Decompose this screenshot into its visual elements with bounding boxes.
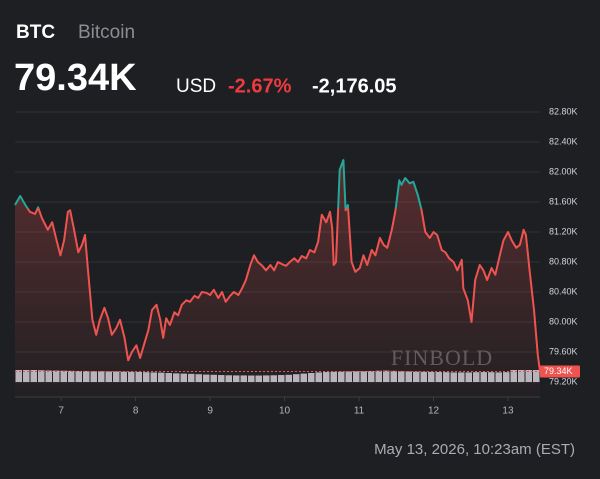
last-price-label: 79.34K bbox=[544, 366, 573, 376]
y-tick-label: 82.40K bbox=[549, 136, 578, 146]
asset-name: Bitcoin bbox=[78, 22, 135, 43]
last-price-tag bbox=[540, 365, 580, 378]
y-tick-label: 80.40K bbox=[549, 286, 578, 296]
y-tick-label: 81.60K bbox=[549, 196, 578, 206]
price-line bbox=[14, 159, 541, 372]
y-tick-label: 82.00K bbox=[549, 166, 578, 176]
y-tick-label: 81.20K bbox=[549, 226, 578, 236]
x-tick-label: 7 bbox=[58, 406, 64, 417]
x-tick-label: 12 bbox=[428, 406, 440, 417]
x-tick-label: 10 bbox=[279, 406, 291, 417]
y-tick-label: 80.80K bbox=[549, 256, 578, 266]
x-tick-label: 8 bbox=[133, 406, 139, 417]
x-tick-label: 11 bbox=[354, 406, 365, 417]
price: 79.34K bbox=[14, 57, 137, 99]
change-percent: -2.67% bbox=[228, 75, 292, 97]
symbol: BTC bbox=[16, 22, 55, 43]
x-tick-label: 9 bbox=[207, 406, 213, 417]
y-tick-label: 82.80K bbox=[549, 106, 578, 116]
currency: USD bbox=[176, 76, 216, 97]
y-tick-label: 80.00K bbox=[549, 316, 578, 326]
y-tick-label: 79.60K bbox=[549, 346, 578, 356]
y-tick-label: 79.20K bbox=[549, 376, 578, 386]
price-area bbox=[15, 160, 540, 397]
change: -2,176.05 bbox=[312, 75, 397, 97]
x-tick-label: 13 bbox=[502, 406, 514, 417]
timestamp: May 13, 2026, 10:23am (EST) bbox=[374, 441, 575, 458]
